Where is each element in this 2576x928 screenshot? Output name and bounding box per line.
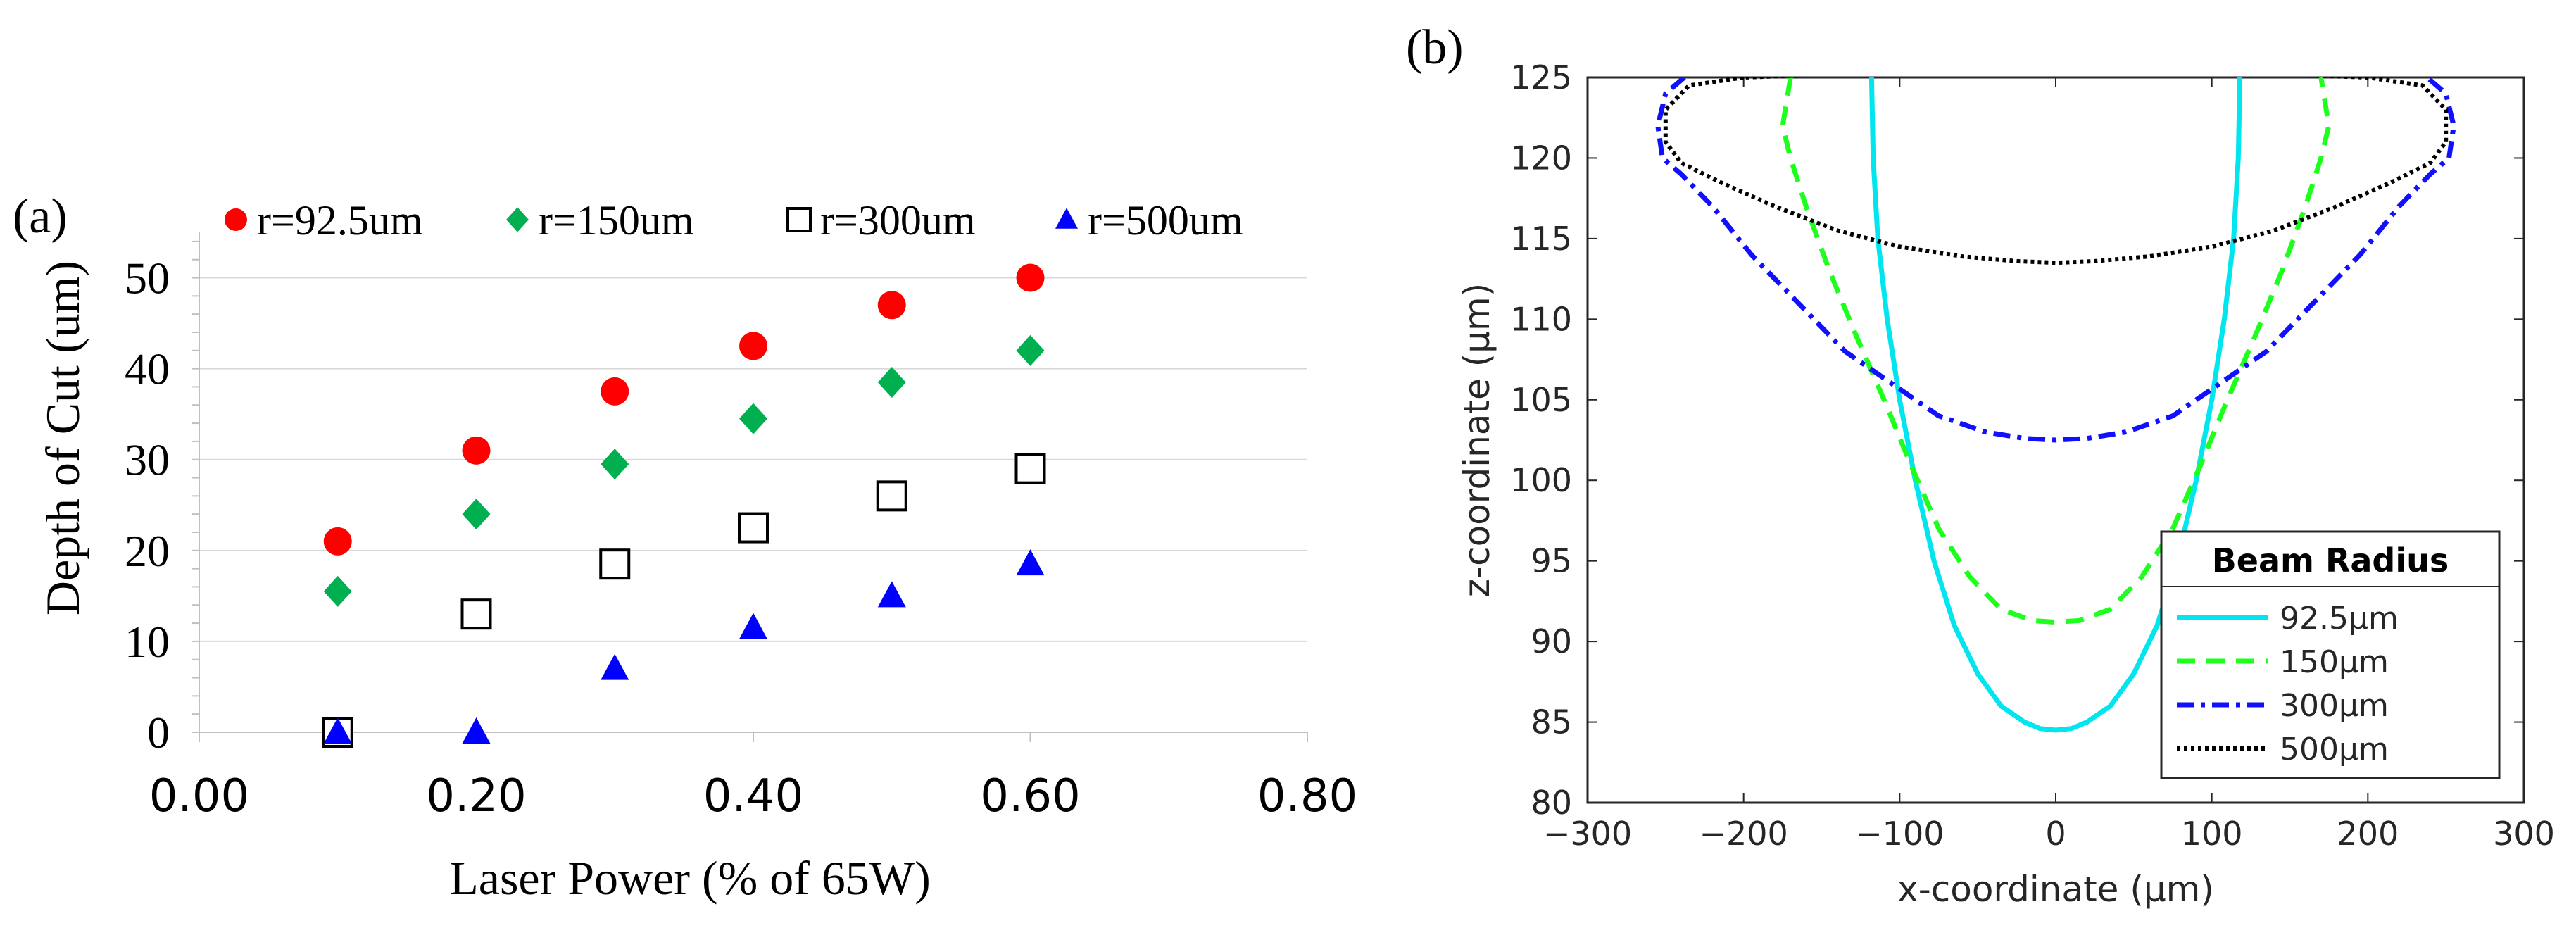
y-tick-label-a: 20	[125, 526, 170, 576]
series-line-b	[1868, 77, 2243, 733]
legend-title-b: Beam Radius	[2212, 541, 2449, 579]
data-point-a	[601, 377, 629, 406]
data-point-a	[877, 291, 906, 320]
x-tick-label-a: 0.80	[1257, 770, 1358, 822]
y-tick-label-a: 10	[125, 617, 170, 667]
y-tick-label-b: 110	[1510, 300, 1572, 338]
x-axis-label-b: x-coordinate (μm)	[1897, 869, 2214, 910]
y-tick-label-b: 125	[1510, 58, 1572, 96]
y-tick-label-b: 80	[1531, 784, 1572, 822]
legend-marker-a	[225, 208, 247, 231]
legend-box-b	[2160, 530, 2501, 779]
data-point-a	[739, 332, 767, 360]
series-line-b	[1663, 77, 2449, 265]
y-tick-label-b: 115	[1510, 220, 1572, 258]
data-point-a	[877, 367, 906, 398]
series-lines-b	[1655, 77, 2456, 733]
y-tick-label-a: 50	[125, 253, 170, 303]
x-tick-label-b: −300	[1543, 815, 1632, 853]
data-point-a	[460, 598, 492, 630]
x-tick-label-b: 100	[2181, 815, 2243, 853]
y-axis-label-b: z-coordinate (μm)	[1457, 283, 1497, 597]
y-tick-label-b: 85	[1531, 703, 1572, 741]
x-tick-label-b: −100	[1855, 815, 1944, 853]
points-a	[322, 263, 1046, 748]
legend-label-b: 500μm	[2280, 732, 2389, 767]
data-point-a	[738, 512, 769, 544]
chart-a: (a) 0 10 20 30 40 50 0.00 0.20 0.40 0.60 0.80 r=92…	[13, 189, 1357, 905]
legend-a: r=92.5um r=150um r=300um r=500um	[225, 197, 1243, 244]
data-point-a	[1016, 549, 1045, 576]
x-tick-label-a: 0.00	[149, 770, 250, 822]
chart-b: (b) −300 −200 −100 0 100 200 300 80 85 90 95 100 105…	[1406, 20, 2555, 910]
x-tick-label-a: 0.40	[703, 770, 804, 822]
data-point-a	[876, 480, 907, 512]
x-axis-label-a: Laser Power (% of 65W)	[449, 851, 931, 905]
data-point-a	[462, 717, 491, 744]
data-point-a	[599, 548, 631, 580]
data-point-a	[739, 613, 767, 639]
tick-labels-b: −300 −200 −100 0 100 200 300 80 85 90 95 100 105 110 1…	[1510, 58, 2555, 853]
x-tick-label-b: −200	[1699, 815, 1788, 853]
legend-marker-a	[506, 207, 529, 232]
y-tick-label-b: 95	[1531, 542, 1572, 580]
y-tick-label-b: 90	[1531, 622, 1572, 660]
legend-label-b: 300μm	[2280, 688, 2389, 724]
data-point-a	[323, 717, 352, 744]
x-tick-label-b: 300	[2493, 815, 2555, 853]
legend-label-a: r=300um	[820, 197, 976, 244]
data-point-a	[601, 449, 629, 480]
y-tick-label-a: 40	[125, 344, 170, 394]
panel-label-a: (a)	[13, 189, 68, 244]
legend-marker-a	[786, 207, 812, 232]
data-point-a	[739, 403, 767, 434]
x-tick-label-a: 0.60	[980, 770, 1081, 822]
data-point-a	[323, 575, 352, 607]
series-line-b	[1780, 77, 2332, 625]
legend-b: Beam Radius 92.5μm 150μm 300μm 500μm	[2160, 530, 2501, 779]
legend-label-a: r=500um	[1088, 197, 1243, 244]
panel-label-b: (b)	[1406, 20, 1464, 75]
data-point-a	[1016, 263, 1045, 292]
x-tick-label-a: 0.20	[426, 770, 527, 822]
axes-a	[192, 232, 1308, 742]
legend-label-b: 92.5μm	[2280, 601, 2399, 637]
data-point-a	[462, 436, 491, 465]
y-tick-label-a: 0	[147, 708, 170, 758]
data-point-a	[601, 653, 629, 680]
y-tick-label-b: 120	[1510, 139, 1572, 177]
data-point-a	[877, 581, 906, 608]
data-point-a	[1014, 453, 1046, 484]
data-point-a	[1016, 334, 1045, 366]
x-tick-label-b: 200	[2337, 815, 2399, 853]
grid-a	[199, 277, 1307, 642]
legend-label-a: r=92.5um	[257, 197, 423, 244]
y-tick-label-b: 100	[1510, 461, 1572, 499]
legend-label-b: 150μm	[2280, 644, 2389, 680]
y-tick-label-b: 105	[1510, 381, 1572, 419]
tick-labels-a: 0 10 20 30 40 50 0.00 0.20 0.40 0.60 0.80	[125, 253, 1357, 822]
data-point-a	[462, 499, 491, 530]
data-point-a	[323, 527, 352, 556]
legend-marker-a	[1055, 208, 1078, 229]
y-tick-label-a: 30	[125, 435, 170, 485]
x-tick-label-b: 0	[2045, 815, 2066, 853]
legend-label-a: r=150um	[539, 197, 694, 244]
y-axis-label-a: Depth of Cut (um)	[36, 261, 89, 615]
series-line-b	[1655, 77, 2456, 443]
